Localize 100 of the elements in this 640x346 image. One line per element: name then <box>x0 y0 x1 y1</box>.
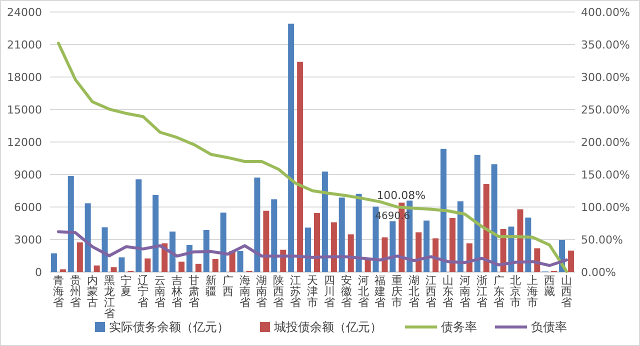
y-tick-label: 12000 <box>7 136 42 149</box>
x-tick-label: 贵州省 <box>70 274 81 309</box>
bar <box>491 164 498 272</box>
x-tick-label: 江苏省 <box>290 274 302 309</box>
x-tick-label: 黑龙江省 <box>104 274 115 320</box>
x-tick-label: 安徽省 <box>340 274 352 309</box>
y2-tick-label: 200.00% <box>581 136 630 149</box>
x-tick-label: 云南省 <box>154 274 166 309</box>
y2-tick-label: 100.00% <box>581 200 630 214</box>
x-tick-label: 辽宁省 <box>138 274 149 309</box>
x-tick-label: 广西 <box>222 274 234 298</box>
y-tick-label: 21000 <box>7 38 42 52</box>
x-tick-label: 河南省 <box>459 274 470 309</box>
bar <box>50 253 57 272</box>
x-tick-label: 湖北省 <box>408 274 420 309</box>
x-tick-label: 福建省 <box>374 274 386 309</box>
x-tick-label: 内蒙古 <box>86 274 98 309</box>
x-tick-label: 吉林省 <box>170 274 183 309</box>
bar <box>102 227 108 272</box>
bar <box>305 228 311 272</box>
bar <box>390 221 396 272</box>
x-tick-label: 西藏 <box>544 274 556 298</box>
y2-tick-label: 350.00% <box>581 38 630 52</box>
bar <box>237 250 244 272</box>
x-tick-label: 广东省 <box>493 274 504 309</box>
bar <box>118 257 125 272</box>
bar <box>68 176 74 272</box>
bar <box>76 242 83 272</box>
bar <box>288 24 294 272</box>
bar <box>440 148 446 272</box>
bar <box>263 210 270 272</box>
bar <box>136 179 142 272</box>
bar <box>254 178 260 272</box>
bar <box>568 250 574 272</box>
x-tick-label: 天津市 <box>307 274 318 309</box>
bar <box>297 62 304 272</box>
legend-label: 负债率 <box>531 320 567 334</box>
x-tick-label: 湖南省 <box>256 274 268 309</box>
y-tick-label: 3000 <box>14 233 42 246</box>
y2-tick-label: 0.00% <box>581 266 616 279</box>
bar <box>457 201 464 272</box>
bar <box>322 172 328 272</box>
legend-label: 实际债务余额（亿元） <box>109 320 229 334</box>
y2-tick-label: 150.00% <box>581 168 630 182</box>
line-series <box>56 230 568 267</box>
x-tick-label: 上海市 <box>527 274 538 309</box>
x-tick-label: 甘肃省 <box>188 274 200 309</box>
bar <box>144 258 151 272</box>
x-tick-label: 新疆 <box>205 274 216 298</box>
bar <box>338 198 345 272</box>
line-series <box>56 42 568 273</box>
bar <box>314 212 320 272</box>
bar <box>203 230 210 272</box>
bar <box>84 203 91 272</box>
x-tick-label: 江西省 <box>426 274 437 309</box>
y-tick-label: 18000 <box>7 70 42 84</box>
y-tick-label: 24000 <box>7 6 42 19</box>
y2-tick-label: 300.00% <box>581 70 630 84</box>
y2-tick-label: 50.00% <box>581 233 623 246</box>
x-tick-label: 浙江省 <box>476 274 488 309</box>
legend-label: 债务率 <box>441 320 477 334</box>
x-tick-label: 山东省 <box>442 274 454 309</box>
bar <box>195 264 202 272</box>
bar <box>382 237 388 272</box>
bar <box>110 267 117 272</box>
bar <box>416 232 422 272</box>
bar <box>517 209 524 272</box>
bar <box>170 232 176 272</box>
x-tick-label: 河北省 <box>358 274 369 309</box>
bar <box>178 262 185 272</box>
bar <box>483 184 490 272</box>
bar <box>94 266 100 272</box>
x-tick-label: 重庆市 <box>392 274 403 309</box>
bar <box>271 199 278 272</box>
y2-tick-label: 400.00% <box>581 6 630 19</box>
x-tick-label: 北京市 <box>510 274 522 309</box>
y-tick-label: 6000 <box>14 200 42 214</box>
y-tick-label: 9000 <box>14 168 42 182</box>
bar <box>474 154 480 272</box>
x-tick-label: 宁夏 <box>120 274 132 298</box>
y2-tick-label: 250.00% <box>581 103 630 116</box>
legend-label: 城投债余额（亿元） <box>273 320 382 334</box>
data-label: 100.08% <box>376 188 426 202</box>
bar <box>432 238 439 272</box>
x-tick-label: 陕西省 <box>273 274 284 309</box>
x-tick-label: 海南省 <box>239 274 250 309</box>
bar <box>364 259 371 272</box>
x-tick-label: 四川省 <box>324 274 335 309</box>
bar <box>330 222 337 272</box>
bar <box>348 234 354 272</box>
x-tick-label: 山西省 <box>561 274 572 309</box>
y-tick-label: 0 <box>35 266 42 279</box>
y-tick-label: 15000 <box>7 103 42 116</box>
bar <box>212 259 218 272</box>
bar <box>152 194 159 272</box>
x-tick-label: 青海省 <box>52 274 64 309</box>
bar <box>356 194 362 272</box>
bar <box>60 269 66 272</box>
bar <box>424 220 430 272</box>
bar <box>449 218 456 272</box>
